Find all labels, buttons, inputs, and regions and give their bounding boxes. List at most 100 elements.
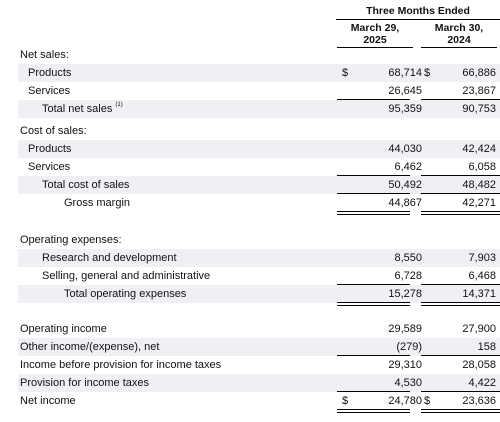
- double-underline: [421, 409, 500, 413]
- underline: [421, 391, 500, 392]
- column-header-2025-rule: [337, 47, 413, 48]
- row-label: Cost of sales:: [20, 125, 87, 137]
- row-label: Total operating expenses: [64, 288, 187, 300]
- value-2024: 27,900: [462, 323, 496, 335]
- row-cost-of-sales-heading: Cost of sales:: [18, 122, 500, 140]
- row-operating-income: Operating income 29,589 27,900: [18, 320, 500, 338]
- row-net-sales-products: Products $ 68,714 $ 66,886: [18, 64, 500, 82]
- row-label: Operating expenses:: [20, 234, 122, 246]
- value-2024: 6,058: [468, 161, 496, 173]
- row-total-net-sales: Total net sales (1) 95,359 90,753: [18, 100, 500, 118]
- value-2025: 44,867: [388, 197, 422, 209]
- period-header-title: Three Months Ended: [366, 5, 470, 17]
- column-header-2024-date: March 30,: [434, 22, 484, 34]
- dollar-sign: $: [424, 395, 431, 407]
- underline: [337, 193, 410, 194]
- row-gross-margin: Gross margin 44,867 42,271: [18, 194, 500, 212]
- underline: [421, 355, 500, 356]
- row-selling-general-admin: Selling, general and administrative 6,72…: [18, 267, 500, 285]
- row-label: Services: [28, 85, 71, 97]
- row-provision-income-taxes: Provision for income taxes 4,530 4,422: [18, 374, 500, 392]
- underline: [421, 99, 500, 100]
- underline: [421, 193, 500, 194]
- value-2024: 4,422: [468, 377, 496, 389]
- row-label: Provision for income taxes: [20, 377, 149, 389]
- column-header-2025: March 29, 2025: [336, 22, 414, 46]
- value-2024: 42,271: [462, 197, 496, 209]
- value-2025: 6,462: [394, 161, 422, 173]
- value-2024: 23,636: [462, 395, 496, 407]
- underline: [337, 355, 410, 356]
- value-2024: 48,482: [462, 179, 496, 191]
- value-2024: 7,903: [468, 252, 496, 264]
- value-2024: 6,468: [468, 270, 496, 282]
- value-2024: 66,886: [462, 67, 496, 79]
- column-header-2024-rule: [421, 47, 497, 48]
- row-label: Products: [28, 67, 72, 79]
- column-header-2024-year: 2024: [447, 34, 471, 46]
- row-label: Total net sales (1): [42, 102, 123, 115]
- dollar-sign: $: [342, 67, 349, 79]
- double-underline: [337, 211, 410, 215]
- row-income-before-taxes: Income before provision for income taxes…: [18, 356, 500, 374]
- row-net-sales-heading: Net sales:: [18, 46, 500, 64]
- underline: [337, 99, 410, 100]
- underline: [421, 175, 500, 176]
- row-label: Research and development: [42, 252, 177, 264]
- underline: [337, 284, 410, 285]
- value-2025: 4,530: [394, 377, 422, 389]
- value-2025: 68,714: [388, 67, 422, 79]
- value-2024: 158: [477, 341, 496, 353]
- double-underline: [421, 211, 500, 215]
- row-label: Net income: [20, 395, 76, 407]
- row-label: Products: [28, 143, 72, 155]
- dollar-sign: $: [342, 395, 349, 407]
- row-net-income: Net income $ 24,780 $ 23,636: [18, 392, 500, 410]
- underline: [421, 284, 500, 285]
- value-2025: 95,359: [388, 103, 422, 115]
- row-label: Other income/(expense), net: [20, 341, 160, 353]
- value-2024: 23,867: [462, 85, 496, 97]
- value-2025: 29,310: [388, 359, 422, 371]
- value-2024: 42,424: [462, 143, 496, 155]
- row-label: Gross margin: [64, 197, 131, 209]
- row-label: Selling, general and administrative: [42, 270, 211, 282]
- column-header-2025-year: 2025: [363, 34, 387, 46]
- column-header-2025-date: March 29,: [350, 22, 400, 34]
- row-total-operating-expenses: Total operating expenses 15,278 14,371: [18, 285, 500, 303]
- double-underline: [421, 302, 500, 306]
- value-2025: 29,589: [388, 323, 422, 335]
- row-label-text: Total net sales: [42, 103, 113, 115]
- value-2025: (279): [396, 341, 422, 353]
- value-2024: 28,058: [462, 359, 496, 371]
- row-label: Income before provision for income taxes: [20, 359, 222, 371]
- value-2024: 90,753: [462, 103, 496, 115]
- row-research-development: Research and development 8,550 7,903: [18, 249, 500, 267]
- row-operating-expenses-heading: Operating expenses:: [18, 231, 500, 249]
- double-underline: [337, 302, 410, 306]
- column-header-2024: March 30, 2024: [420, 22, 498, 46]
- value-2025: 26,645: [388, 85, 422, 97]
- value-2025: 8,550: [394, 252, 422, 264]
- row-label: Services: [28, 161, 71, 173]
- row-cost-services: Services 6,462 6,058: [18, 158, 500, 176]
- double-underline: [337, 409, 410, 413]
- row-total-cost-of-sales: Total cost of sales 50,492 48,482: [18, 176, 500, 194]
- row-label: Operating income: [20, 323, 107, 335]
- value-2025: 6,728: [394, 270, 422, 282]
- footnote-marker: (1): [115, 102, 123, 108]
- row-other-income-expense: Other income/(expense), net (279) 158: [18, 338, 500, 356]
- row-label: Net sales:: [20, 49, 69, 61]
- value-2025: 24,780: [388, 395, 422, 407]
- row-net-sales-services: Services 26,645 23,867: [18, 82, 500, 100]
- row-label: Total cost of sales: [42, 179, 130, 191]
- underline: [337, 175, 410, 176]
- value-2025: 50,492: [388, 179, 422, 191]
- value-2025: 44,030: [388, 143, 422, 155]
- value-2025: 15,278: [388, 288, 422, 300]
- row-cost-products: Products 44,030 42,424: [18, 140, 500, 158]
- period-header-rule: [336, 19, 500, 20]
- dollar-sign: $: [424, 67, 431, 79]
- underline: [337, 391, 410, 392]
- value-2024: 14,371: [462, 288, 496, 300]
